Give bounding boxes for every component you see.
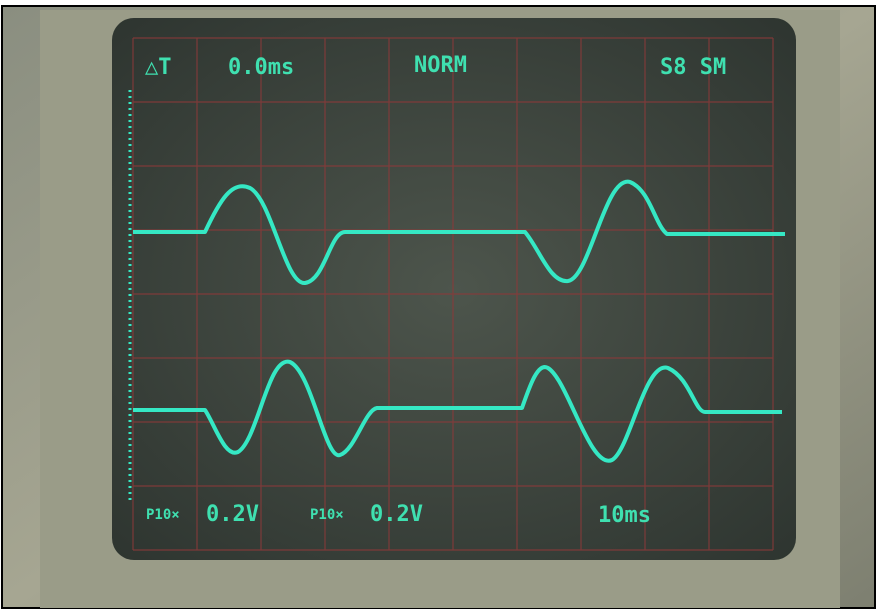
ch1-volts: 0.2V bbox=[206, 502, 259, 527]
ch2-probe: P10× bbox=[310, 507, 344, 523]
delta-t: 0.0ms bbox=[228, 55, 294, 80]
timebase: 10ms bbox=[598, 503, 651, 528]
screen bbox=[112, 18, 796, 560]
delta-t-label: △T bbox=[145, 55, 172, 80]
page: {"readout": {"delta_t_label": "△T", "del… bbox=[0, 0, 877, 610]
ch1-probe: P10× bbox=[146, 507, 180, 523]
ch2-volts: 0.2V bbox=[370, 502, 423, 527]
status: S8 SM bbox=[660, 55, 726, 80]
oscilloscope-photo: △T 0.0ms NORM S8 SM P10× 0.2V P10× 0.2V … bbox=[0, 0, 877, 610]
mode: NORM bbox=[414, 53, 467, 78]
